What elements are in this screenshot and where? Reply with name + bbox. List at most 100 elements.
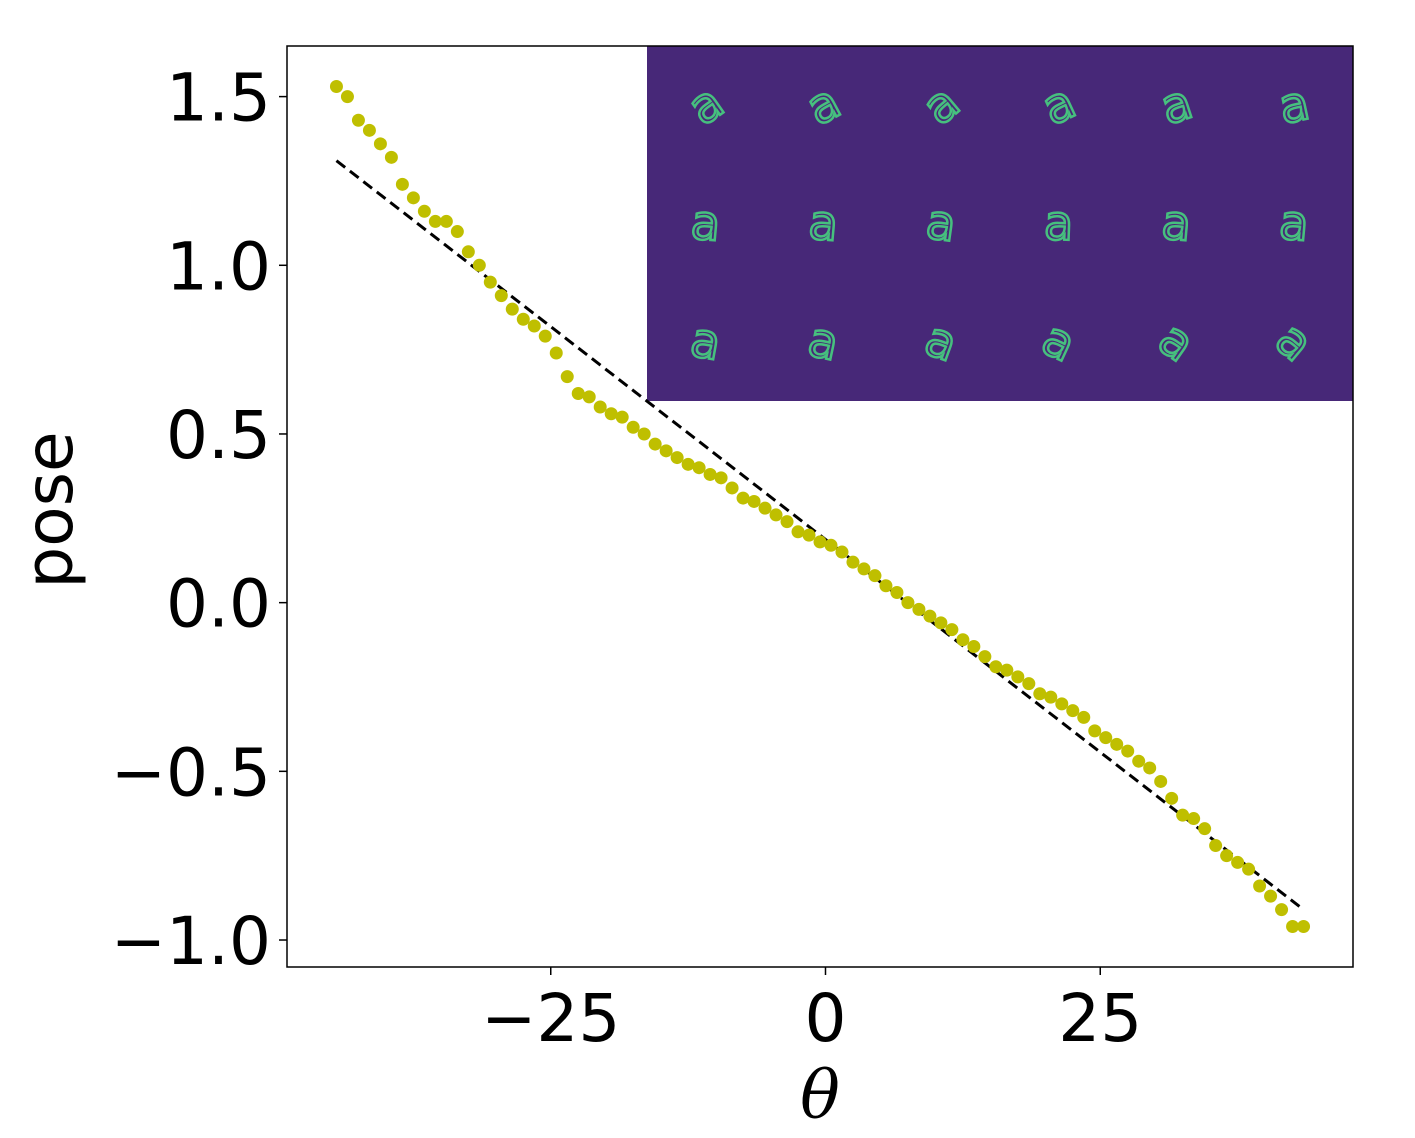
data-point — [857, 562, 871, 576]
data-point — [450, 225, 464, 239]
y-tick-label: 1.5 — [166, 60, 271, 137]
inset-glyph: a — [1043, 195, 1074, 252]
data-point — [1242, 862, 1256, 876]
data-point — [868, 569, 882, 583]
data-point — [1209, 839, 1223, 853]
data-point — [648, 437, 662, 451]
data-point — [1121, 744, 1135, 758]
data-point — [428, 214, 442, 228]
data-point — [637, 427, 651, 441]
inset-glyph: a — [689, 194, 723, 252]
inset-image-grid: a a a a a aa a a a a aa a a a a a — [647, 46, 1353, 401]
data-point — [461, 245, 475, 259]
data-point — [1264, 889, 1278, 903]
data-point — [1187, 812, 1201, 826]
data-point — [395, 177, 409, 191]
data-point — [945, 623, 959, 637]
data-point — [1231, 855, 1245, 869]
points-layer — [329, 79, 1311, 934]
data-point — [1275, 903, 1289, 917]
inset-glyph: a — [1277, 194, 1311, 252]
data-point — [406, 191, 420, 205]
data-point — [373, 137, 387, 151]
data-point — [362, 123, 376, 137]
data-point — [615, 410, 629, 424]
x-tick-label: 25 — [1058, 980, 1142, 1057]
x-axis-ticks: −25 0 25 — [481, 967, 1142, 1057]
data-point — [934, 616, 948, 630]
data-point — [505, 302, 519, 316]
data-point — [1286, 920, 1300, 934]
data-point — [824, 538, 838, 552]
data-point — [417, 204, 431, 218]
inset-glyph: a — [806, 194, 840, 252]
data-point — [681, 457, 695, 471]
data-point — [560, 370, 574, 384]
data-point — [516, 312, 530, 326]
data-point — [1000, 663, 1014, 677]
y-axis-ticks: −1.0 −0.5 0.0 0.5 1.0 1.5 — [111, 60, 287, 980]
data-point — [769, 508, 783, 522]
x-tick-label: 0 — [804, 980, 846, 1057]
data-point — [1022, 677, 1036, 691]
inset-glyph: a — [1159, 194, 1193, 252]
data-point — [1154, 774, 1168, 788]
data-point — [1176, 808, 1190, 822]
data-point — [538, 329, 552, 343]
plot-frame — [286, 45, 1354, 968]
y-tick-label: −1.0 — [111, 903, 271, 980]
data-point — [549, 346, 563, 360]
data-point — [923, 609, 937, 623]
data-point — [1066, 704, 1080, 718]
data-point — [989, 660, 1003, 674]
data-point — [1220, 849, 1234, 863]
data-point — [835, 545, 849, 559]
data-point — [472, 258, 486, 272]
data-point — [1088, 724, 1102, 738]
data-point — [1253, 879, 1267, 893]
data-point — [1297, 920, 1311, 934]
data-point — [978, 650, 992, 664]
data-point — [703, 467, 717, 481]
inset-background — [647, 46, 1353, 401]
data-point — [670, 451, 684, 465]
data-point — [813, 535, 827, 549]
data-point — [384, 150, 398, 164]
data-point — [494, 289, 508, 303]
data-point — [1033, 687, 1047, 701]
data-point — [692, 461, 706, 475]
data-point — [747, 494, 761, 508]
data-point — [571, 386, 585, 400]
data-point — [967, 640, 981, 654]
data-point — [846, 555, 860, 569]
y-tick-label: 1.0 — [166, 228, 271, 305]
data-point — [351, 113, 365, 127]
data-point — [604, 407, 618, 421]
data-point — [1055, 697, 1069, 711]
data-point — [340, 90, 354, 104]
data-point — [791, 525, 805, 539]
data-point — [1099, 731, 1113, 745]
data-point — [725, 481, 739, 495]
data-point — [879, 579, 893, 593]
data-point — [1143, 761, 1157, 775]
x-tick-label: −25 — [481, 980, 620, 1057]
data-point — [780, 515, 794, 529]
data-point — [1110, 737, 1124, 751]
data-point — [736, 491, 750, 505]
data-point — [527, 319, 541, 333]
data-point — [1011, 670, 1025, 684]
data-point — [714, 471, 728, 485]
data-point — [626, 420, 640, 434]
data-point — [758, 501, 772, 515]
data-point — [329, 79, 343, 93]
data-point — [439, 214, 453, 228]
data-point — [901, 596, 915, 610]
data-point — [1132, 754, 1146, 768]
data-point — [1044, 690, 1058, 704]
data-point — [956, 633, 970, 647]
data-point — [582, 390, 596, 404]
data-point — [1165, 791, 1179, 805]
y-tick-label: 0.5 — [166, 397, 271, 474]
data-point — [659, 444, 673, 458]
